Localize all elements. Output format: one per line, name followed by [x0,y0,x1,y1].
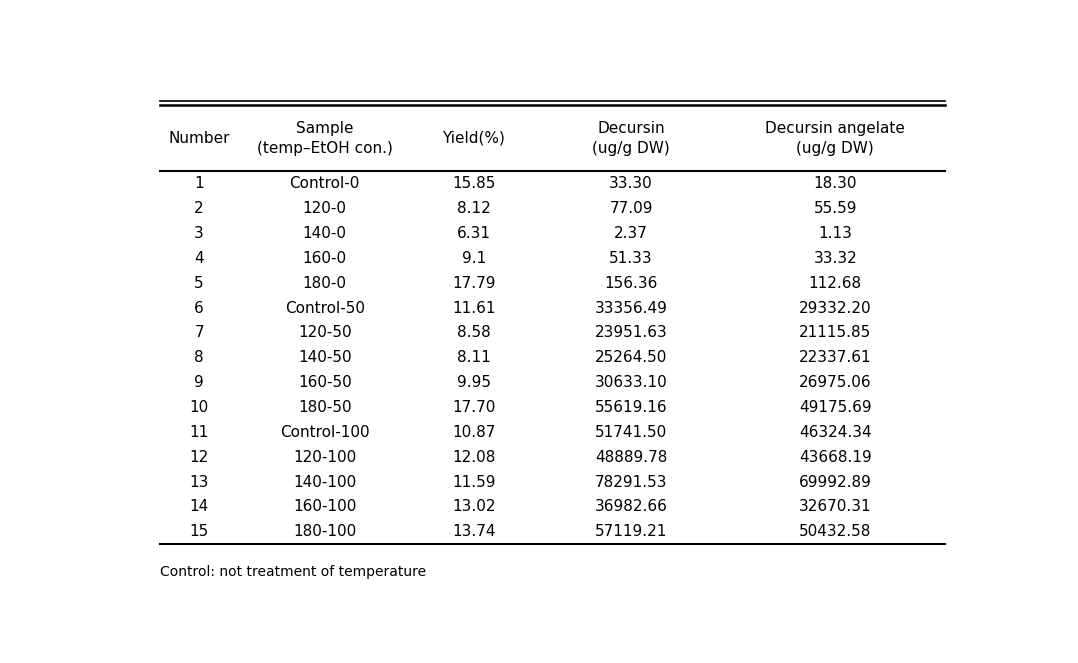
Text: 5: 5 [194,276,204,291]
Text: 120-100: 120-100 [293,450,357,465]
Text: 33.32: 33.32 [813,251,857,266]
Text: Control: not treatment of temperature: Control: not treatment of temperature [160,565,426,579]
Text: 17.79: 17.79 [452,276,496,291]
Text: 9.1: 9.1 [461,251,486,266]
Text: 46324.34: 46324.34 [799,425,871,440]
Text: 55619.16: 55619.16 [595,400,667,415]
Text: 156.36: 156.36 [605,276,658,291]
Text: 17.70: 17.70 [453,400,496,415]
Text: 15: 15 [190,524,209,539]
Text: 2.37: 2.37 [614,226,648,241]
Text: 18.30: 18.30 [814,176,857,192]
Text: 120-50: 120-50 [298,326,351,340]
Text: 120-0: 120-0 [303,201,347,216]
Text: 13.02: 13.02 [452,499,496,514]
Text: 6: 6 [194,300,204,316]
Text: 14: 14 [190,499,209,514]
Text: 3: 3 [194,226,204,241]
Text: 51.33: 51.33 [609,251,653,266]
Text: 33356.49: 33356.49 [595,300,667,316]
Text: Sample
(temp–EtOH con.): Sample (temp–EtOH con.) [257,121,392,156]
Text: 11.59: 11.59 [452,475,496,489]
Text: 22337.61: 22337.61 [799,350,871,365]
Text: Number: Number [168,131,230,146]
Text: 9.95: 9.95 [457,375,490,390]
Text: 160-100: 160-100 [293,499,357,514]
Text: 10: 10 [190,400,209,415]
Text: 1: 1 [194,176,204,192]
Text: 160-0: 160-0 [303,251,347,266]
Text: Control-0: Control-0 [290,176,360,192]
Text: 11: 11 [190,425,209,440]
Text: 112.68: 112.68 [808,276,861,291]
Text: 6.31: 6.31 [457,226,490,241]
Text: 160-50: 160-50 [298,375,351,390]
Text: 36982.66: 36982.66 [595,499,667,514]
Text: 8.11: 8.11 [457,350,490,365]
Text: 25264.50: 25264.50 [595,350,667,365]
Text: 12: 12 [190,450,209,465]
Text: 23951.63: 23951.63 [595,326,667,340]
Text: 49175.69: 49175.69 [799,400,871,415]
Text: 32670.31: 32670.31 [799,499,871,514]
Text: 140-0: 140-0 [303,226,347,241]
Text: Control-50: Control-50 [285,300,364,316]
Text: 13: 13 [190,475,209,489]
Text: 77.09: 77.09 [609,201,653,216]
Text: 180-0: 180-0 [303,276,347,291]
Text: 2: 2 [194,201,204,216]
Text: 29332.20: 29332.20 [799,300,871,316]
Text: Control-100: Control-100 [280,425,370,440]
Text: 30633.10: 30633.10 [595,375,667,390]
Text: 15.85: 15.85 [453,176,496,192]
Text: 78291.53: 78291.53 [595,475,667,489]
Text: 50432.58: 50432.58 [799,524,871,539]
Text: 8: 8 [194,350,204,365]
Text: 69992.89: 69992.89 [799,475,872,489]
Text: 9: 9 [194,375,204,390]
Text: 48889.78: 48889.78 [595,450,667,465]
Text: 8.12: 8.12 [457,201,490,216]
Text: 26975.06: 26975.06 [799,375,871,390]
Text: 33.30: 33.30 [609,176,653,192]
Text: Yield(%): Yield(%) [442,131,506,146]
Text: 12.08: 12.08 [453,450,496,465]
Text: 10.87: 10.87 [453,425,496,440]
Text: 7: 7 [194,326,204,340]
Text: 1.13: 1.13 [818,226,852,241]
Text: 180-100: 180-100 [293,524,357,539]
Text: 11.61: 11.61 [452,300,496,316]
Text: 55.59: 55.59 [814,201,857,216]
Text: 51741.50: 51741.50 [595,425,667,440]
Text: 43668.19: 43668.19 [799,450,872,465]
Text: 140-100: 140-100 [293,475,357,489]
Text: 4: 4 [194,251,204,266]
Text: 140-50: 140-50 [298,350,351,365]
Text: 13.74: 13.74 [452,524,496,539]
Text: Decursin
(ug/g DW): Decursin (ug/g DW) [592,121,669,156]
Text: 180-50: 180-50 [298,400,351,415]
Text: 21115.85: 21115.85 [799,326,871,340]
Text: Decursin angelate
(ug/g DW): Decursin angelate (ug/g DW) [765,121,906,156]
Text: 8.58: 8.58 [457,326,490,340]
Text: 57119.21: 57119.21 [595,524,667,539]
